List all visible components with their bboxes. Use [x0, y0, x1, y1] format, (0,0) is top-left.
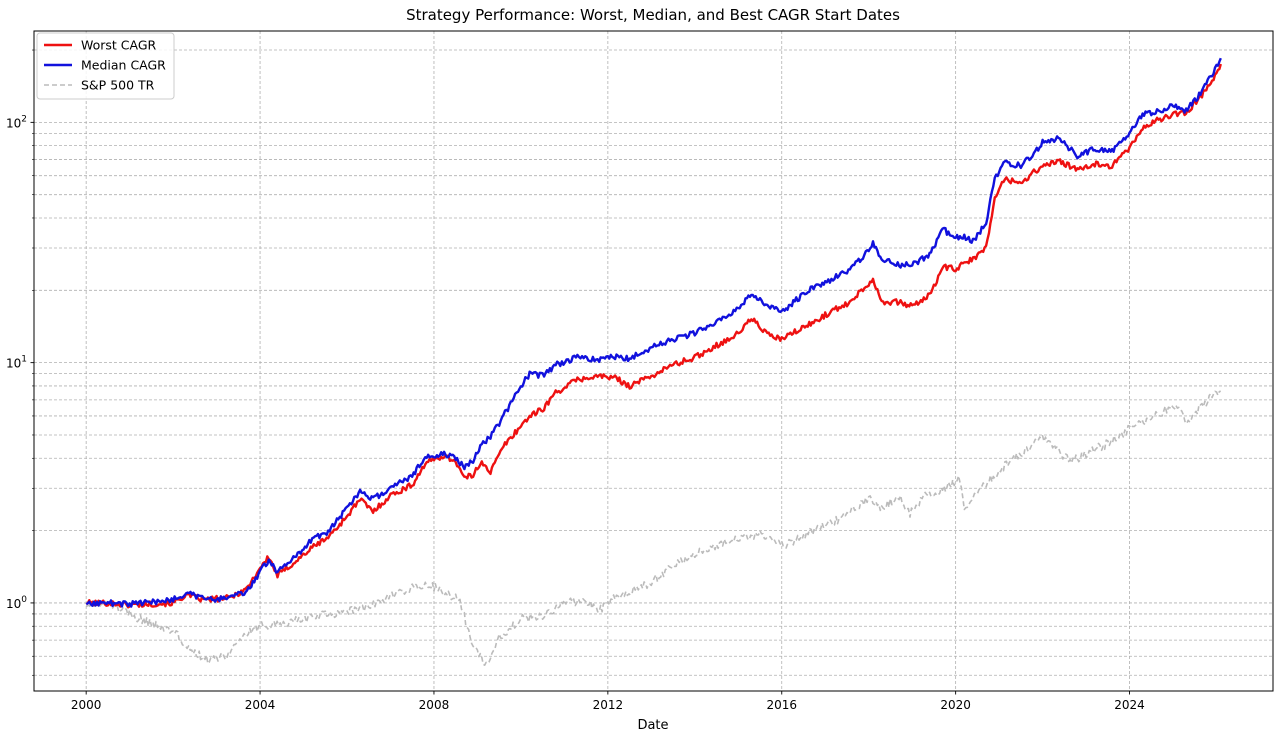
x-tick-label: 2008: [419, 698, 450, 712]
grid: [34, 31, 1273, 691]
x-tick-label: 2004: [245, 698, 276, 712]
y-tick-label: 100: [6, 595, 27, 611]
chart-title: Strategy Performance: Worst, Median, and…: [406, 6, 900, 24]
plot-frame: [33, 30, 1274, 692]
x-tick-label: 2016: [766, 698, 797, 712]
legend: Worst CAGR Median CAGR S&P 500 TR: [36, 32, 175, 100]
x-tick-label: 2024: [1114, 698, 1145, 712]
y-tick-label: 101: [6, 355, 27, 371]
legend-label: Worst CAGR: [81, 38, 157, 53]
legend-box: [36, 32, 175, 100]
legend-label: Median CAGR: [81, 58, 166, 73]
series-layer: [85, 57, 1222, 666]
legend-label: S&P 500 TR: [81, 78, 155, 93]
series-line-worst-cagr: [85, 63, 1222, 609]
x-tick-label: 2000: [71, 698, 102, 712]
x-tick-label: 2012: [593, 698, 624, 712]
ticks: 2000 2004 2008 2012 2016 2020 2024 100 101 102: [6, 49, 1145, 712]
x-axis-label: Date: [637, 718, 668, 733]
series-line-median-cagr: [85, 57, 1222, 608]
x-tick-label: 2020: [940, 698, 971, 712]
y-tick-label: 102: [6, 114, 27, 130]
